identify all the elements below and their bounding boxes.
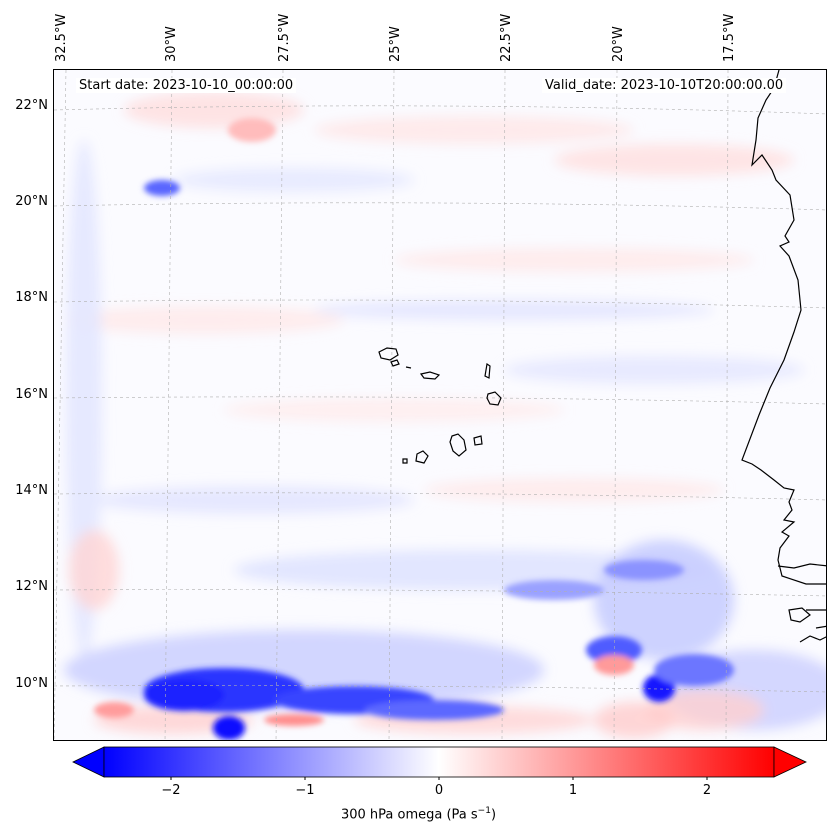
colorbar-title: 300 hPa omega (Pa s−1) (0, 806, 837, 822)
lat-label-16n: 16°N (15, 387, 48, 402)
strong-omega-features (94, 118, 734, 740)
map-panel[interactable] (53, 69, 827, 741)
cape-verde-islands (378, 347, 502, 464)
colorbar-tick-neg1: −1 (295, 783, 315, 798)
colorbar (72, 746, 807, 780)
colorbar-tick-neg2: −2 (161, 783, 181, 798)
lon-label-17.5w: 17.5°W (722, 13, 737, 62)
colorbar-tick-0: 0 (434, 783, 444, 798)
lat-label-12n: 12°N (15, 579, 48, 594)
start-date-label: Start date: 2023-10-10_00:00:00 (76, 78, 297, 93)
gridlines (54, 70, 826, 740)
colorbar-low-extend (72, 746, 105, 778)
colorbar-high-extend (773, 746, 807, 778)
colorbar-tick-2: 2 (702, 783, 712, 798)
colorbar-gradient (103, 746, 775, 778)
colorbar-title-suffix: ) (490, 807, 497, 823)
colorbar-title-text: 300 hPa omega (Pa s (340, 807, 478, 823)
lon-label-20w: 20°W (611, 26, 626, 62)
omega-field-map (54, 70, 826, 740)
africa-coastline (741, 70, 826, 643)
lat-label-14n: 14°N (15, 483, 48, 498)
colorbar-tick-marks (170, 777, 708, 780)
lon-label-30w: 30°W (164, 26, 179, 62)
colorbar-title-exponent: −1 (477, 806, 491, 816)
lon-label-22.5w: 22.5°W (499, 13, 514, 62)
colorbar-tick-1: 1 (568, 783, 578, 798)
lon-label-25w: 25°W (388, 26, 403, 62)
lon-label-27.5w: 27.5°W (277, 13, 292, 62)
lat-label-18n: 18°N (15, 290, 48, 305)
valid-date-label: Valid_date: 2023-10-10T20:00:00.00 (542, 78, 787, 93)
lat-label-20n: 20°N (15, 194, 48, 209)
lat-label-22n: 22°N (15, 98, 48, 113)
lat-label-10n: 10°N (15, 676, 48, 691)
lon-label-32.5w: 32.5°W (54, 13, 69, 62)
